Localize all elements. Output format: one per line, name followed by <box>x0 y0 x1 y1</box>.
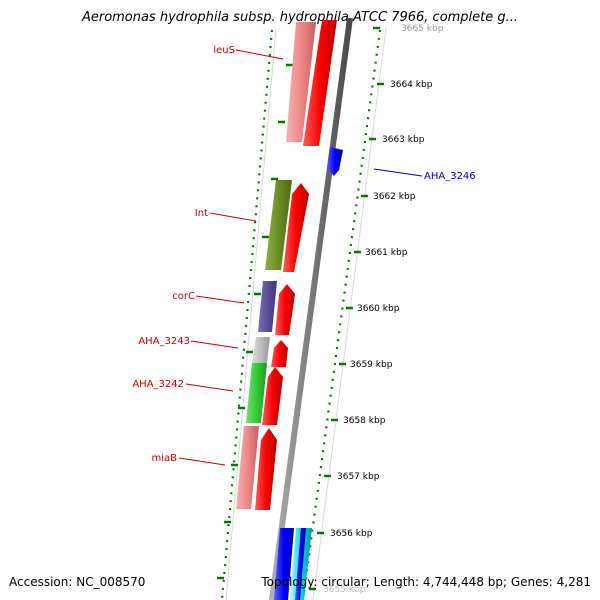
cds-block-blue-1[interactable] <box>274 528 294 600</box>
inner-ring-edge <box>225 27 277 600</box>
gene-label-miaB[interactable]: miaB <box>151 453 177 464</box>
cog-block-aha3243[interactable] <box>252 337 270 363</box>
ruler-label: 3658 kbp <box>343 416 386 426</box>
inner-tick-marks <box>217 63 293 580</box>
ruler-label: 3660 kbp <box>357 304 400 314</box>
bottom-features[interactable] <box>274 528 312 600</box>
accession-text: Accession: NC_008570 <box>9 575 146 589</box>
cog-block-int[interactable] <box>265 180 292 270</box>
genome-info-text: Topology: circular; Length: 4,744,448 bp… <box>261 575 591 589</box>
cds-arrow-int[interactable] <box>283 183 309 272</box>
ruler-label: 3655 kbp <box>323 585 366 595</box>
cog-block-aha3242[interactable] <box>246 363 267 423</box>
ruler-label: 3662 kbp <box>373 192 416 202</box>
cds-block-blue-2[interactable] <box>295 528 306 600</box>
cds-arrow-aha3242[interactable] <box>262 367 283 425</box>
forward-strand-cds[interactable] <box>255 20 337 510</box>
gene-labels: leuS Int corC AHA_3243 AHA_3242 miaB AHA… <box>132 45 475 464</box>
ruler-label: 3659 kbp <box>350 360 393 370</box>
cog-block-miaB[interactable] <box>236 426 259 509</box>
cog-block-leuS[interactable] <box>286 22 316 142</box>
label-leader-lines <box>178 49 423 466</box>
ruler-label: 3665 kbp <box>401 24 444 34</box>
ruler-label: 3657 kbp <box>337 472 380 482</box>
cog-block-corC[interactable] <box>258 281 277 332</box>
cds-arrow-aha3243[interactable] <box>271 340 288 367</box>
cds-arrow-corC[interactable] <box>275 284 295 335</box>
gene-label-int[interactable]: Int <box>195 208 208 219</box>
ruler-labels: 3665 kbp 3664 kbp 3663 kbp 3662 kbp 3661… <box>323 24 444 595</box>
cog-category-blocks[interactable] <box>236 22 316 509</box>
cds-arrow-leuS[interactable] <box>303 20 337 146</box>
ruler-label: 3661 kbp <box>365 248 408 258</box>
cds-arrow-aha3246[interactable] <box>327 147 343 176</box>
ruler-ticks <box>309 26 384 591</box>
cds-arrow-miaB[interactable] <box>255 428 277 510</box>
ruler-label: 3664 kbp <box>390 80 433 90</box>
gene-label-aha3242[interactable]: AHA_3242 <box>132 379 184 390</box>
gene-label-aha3246[interactable]: AHA_3246 <box>424 171 476 182</box>
outer-ring-edge <box>312 27 387 600</box>
gene-label-aha3243[interactable]: AHA_3243 <box>138 336 190 347</box>
ruler-label: 3656 kbp <box>330 529 373 539</box>
genome-backbone <box>269 17 353 600</box>
ruler-label: 3663 kbp <box>382 135 425 145</box>
map-title: Aeromonas hydrophila subsp. hydrophila A… <box>81 10 519 25</box>
gene-label-leuS[interactable]: leuS <box>213 45 235 56</box>
gene-label-corC[interactable]: corC <box>172 291 195 302</box>
